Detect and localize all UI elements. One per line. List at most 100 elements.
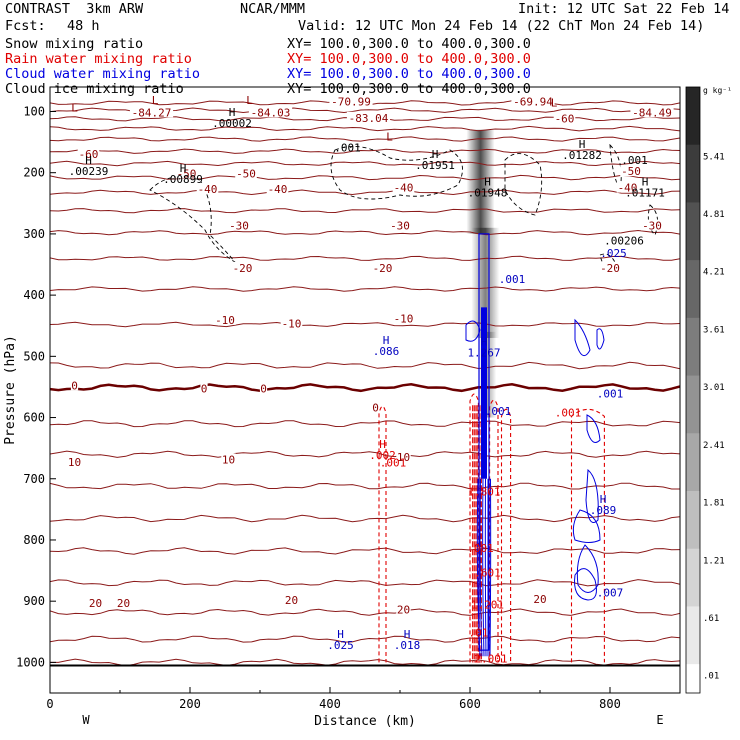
cloud-cell-2 — [574, 318, 591, 357]
y-tick-label-2: 300 — [23, 227, 45, 241]
isotherm-label-bg-20 — [599, 261, 621, 273]
y-tick-label-4: 500 — [23, 349, 45, 363]
cloud-cell-1 — [596, 328, 605, 350]
cloud-column-core — [481, 307, 487, 479]
isotherm-label-bg-18 — [231, 261, 254, 273]
east-label: E — [656, 713, 663, 727]
isotherm-9 — [50, 208, 680, 214]
extremum-label-24: 1.801 — [467, 485, 500, 498]
cloud-lower-0 — [476, 478, 481, 657]
rain-column-1 — [469, 393, 479, 663]
extremum-mark: H — [229, 106, 236, 119]
isotherm-label-24: 0 — [71, 379, 78, 392]
extremum-mark: H — [379, 438, 386, 451]
colorbar: g kg⁻¹ 5.41 4.81 4.21 3.61 3.01 2.41 1.81 1.21 .6… — [685, 86, 732, 723]
x-tick-label-1: 200 — [179, 697, 201, 711]
extremum-label-6: .001 — [334, 141, 361, 154]
isotherm-label-10: -50 — [621, 165, 641, 178]
extremum-value: .007 — [597, 586, 624, 599]
isotherm-label-bg-21 — [214, 313, 236, 325]
isotherm-18 — [50, 482, 680, 490]
extremum-label-25: H.089 — [590, 493, 617, 517]
y-tick-label-9: 1000 — [16, 655, 45, 669]
isotherm-label-bg-9 — [235, 167, 257, 179]
extremum-value: .001 — [597, 387, 624, 400]
isotherm-label-1: -69.94 — [513, 95, 553, 108]
isotherm-label-bg-17 — [641, 219, 663, 231]
isotherm-3 — [50, 125, 680, 132]
isotherm-label-9: -50 — [236, 168, 256, 181]
colorbar-band-3 — [686, 260, 700, 319]
extremum-value: .001 — [485, 405, 512, 418]
y-axis-label: Pressure (hPa) — [3, 335, 18, 445]
extremum-value: .001 — [334, 141, 361, 154]
isotherm-label-bg-26 — [259, 382, 268, 394]
isotherm-label-bg-7 — [77, 147, 100, 159]
extremum-value: .001 — [499, 273, 526, 286]
extremum-mark: H — [432, 148, 439, 161]
x-tick-label-0: 0 — [46, 697, 53, 711]
extremum-value: .025 — [600, 247, 627, 260]
extremum-label-10: H.00239 — [69, 154, 109, 178]
x-tick-label-3: 600 — [459, 697, 481, 711]
extremum-value: .00206 — [604, 234, 644, 247]
isotherm-12 — [50, 286, 680, 292]
isotherm-label-bg-4 — [630, 106, 674, 118]
extremum-value: .00239 — [69, 165, 109, 178]
isotherm-label-27: 0 — [372, 401, 379, 414]
isotherm-label-2: -84.27 — [132, 106, 172, 119]
y-tick-label-0: 100 — [23, 104, 45, 118]
isotherm-label-bg-16 — [389, 219, 411, 231]
isotherm-5 — [50, 148, 680, 154]
field-xy-cloud-ice: XY= 100.0,300.0 to 400.0,300.0 — [287, 81, 531, 97]
colorbar-band-1 — [686, 144, 700, 203]
isotherm-label-bg-24 — [70, 379, 79, 391]
extremum-value: 1.801 — [467, 485, 500, 498]
isotherm-label-bg-14 — [616, 181, 639, 193]
isotherm-label-35: 20 — [533, 593, 546, 606]
isotherm-label-21: -10 — [215, 314, 235, 327]
extremum-label-30: H.025 — [327, 628, 354, 652]
isotherm-label-bg-10 — [620, 165, 642, 177]
isotherm-label-bg-22 — [280, 317, 303, 329]
isotherm-label-22: -10 — [282, 318, 302, 331]
isotherm-label-bg-31 — [88, 597, 103, 609]
isotherm-label-28: 10 — [68, 456, 81, 469]
cloud-water-contours — [465, 233, 605, 657]
isotherm-label-bg-15 — [228, 219, 250, 231]
isotherm-label-bg-3 — [248, 106, 293, 118]
extremum-value: .001 — [621, 154, 648, 167]
isotherm-label-11: -40 — [198, 183, 218, 196]
isotherm-label-23: -10 — [394, 313, 414, 326]
isotherm-label-bg-25 — [200, 382, 208, 394]
y-tick-label-7: 800 — [23, 533, 45, 547]
extremum-label-27: .601 — [474, 567, 501, 580]
extremum-mark: L — [386, 130, 393, 143]
extremum-value: .002 — [369, 449, 396, 462]
field-name-rain: Rain water mixing ratio — [5, 51, 192, 67]
isotherm-17 — [50, 450, 680, 458]
colorbar-label-1: 4.81 — [703, 210, 725, 220]
extremum-label-2: L — [71, 101, 78, 114]
y-tick-label-3: 400 — [23, 288, 45, 302]
field-name-snow: Snow mixing ratio — [5, 36, 144, 52]
extremum-value: .01948 — [468, 187, 508, 200]
colorbar-label-9: .01 — [703, 672, 719, 682]
ice-contour-1 — [149, 176, 236, 263]
isotherm-label-bg-30 — [396, 450, 411, 462]
colorbar-label-3: 3.61 — [703, 325, 725, 335]
extremum-value: .01171 — [625, 187, 665, 200]
colorbar-label-4: 3.01 — [703, 383, 725, 393]
extremum-mark: H — [85, 154, 92, 167]
isotherm-15 — [50, 383, 680, 393]
cloud-cell-6 — [576, 544, 599, 593]
isotherm-label-34: 20 — [397, 603, 410, 616]
cloud-lower-1 — [479, 478, 483, 657]
isotherm-label-19: -20 — [373, 262, 393, 275]
center-label: NCAR/MMM — [240, 1, 306, 17]
extremum-label-7: H.01951 — [415, 148, 455, 172]
extremum-label-29: .007 — [597, 586, 624, 599]
isotherm-label-bg-0 — [329, 95, 373, 107]
extremum-value: .601 — [474, 567, 501, 580]
